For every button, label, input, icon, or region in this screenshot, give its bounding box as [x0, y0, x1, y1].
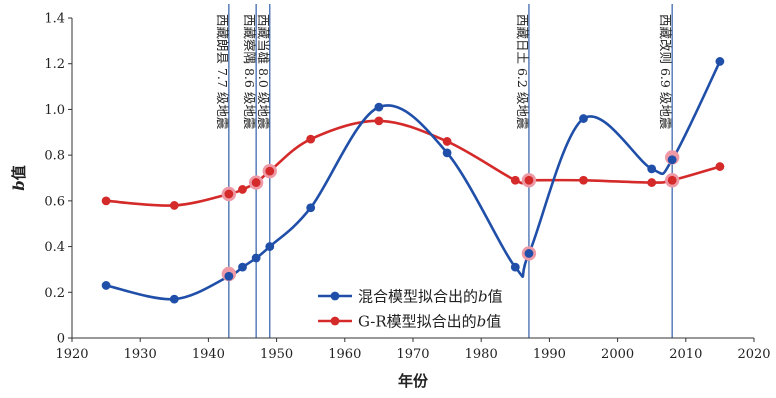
gr-model-point	[101, 196, 111, 206]
x-tick-label: 1960	[328, 347, 361, 362]
mixed-model-point	[169, 294, 179, 304]
gr-model-point	[715, 162, 725, 171]
y-tick-label: 1.4	[44, 12, 65, 27]
x-axis-title: 年份	[398, 372, 429, 390]
gr-model-point	[667, 175, 677, 185]
mixed-model-point	[715, 57, 725, 66]
mixed-model-point	[647, 164, 657, 174]
y-tick-label: 0	[57, 332, 65, 347]
mixed-model-point	[238, 262, 247, 272]
legend-label-suffix: 值	[486, 313, 501, 331]
x-tick-label: 2000	[601, 347, 634, 362]
y-axis-title-italic: b	[10, 180, 28, 191]
mixed-model-point	[251, 253, 261, 263]
y-tick-label: 0.6	[44, 194, 65, 209]
x-tick-label: 1920	[55, 347, 88, 362]
mixed-model-point	[374, 102, 384, 112]
x-tick-label: 1970	[396, 347, 429, 362]
y-tick-label: 0.2	[44, 286, 65, 301]
x-tick-label: 2020	[737, 347, 770, 362]
legend-label-suffix: 值	[488, 288, 503, 306]
gr-model-point	[265, 166, 275, 176]
y-tick-label: 1.0	[44, 103, 65, 118]
y-tick-label: 0.8	[44, 149, 65, 164]
legend-marker	[330, 316, 340, 326]
mixed-model-point	[510, 262, 520, 272]
mixed-model-point	[265, 242, 275, 251]
gr-model-point	[374, 116, 384, 126]
mixed-model-point	[442, 148, 452, 158]
x-tick-label: 1980	[465, 347, 498, 362]
gr-model-point	[169, 201, 179, 210]
gr-model-point	[524, 175, 534, 185]
gr-model-point	[442, 137, 452, 146]
x-tick-label: 2010	[669, 347, 702, 362]
y-tick-label: 1.2	[44, 57, 65, 72]
earthquake-label: 西藏改则 6.9 级地震	[658, 14, 673, 130]
mixed-model-point	[524, 249, 534, 258]
x-tick-label: 1990	[533, 347, 566, 362]
earthquake-label: 西藏当雄 8.0 级地震	[256, 14, 271, 130]
gr-model-line	[106, 119, 721, 207]
mixed-model-point	[579, 114, 588, 123]
gr-model-point	[647, 178, 657, 187]
legend-label-italic: b	[478, 288, 488, 306]
mixed-model-point	[667, 155, 677, 165]
earthquake-label: 西藏朗县 7.7 级地震	[215, 14, 230, 130]
legend-label-prefix: G-R模型拟合出的	[358, 313, 477, 331]
x-tick-label: 1950	[260, 347, 293, 362]
gr-model-point	[579, 175, 588, 185]
y-axis-title-rest: 值	[10, 165, 28, 180]
mixed-model-point	[101, 281, 111, 290]
x-tick-label: 1940	[192, 347, 225, 362]
legend-label: 混合模型拟合出的b值	[358, 288, 503, 306]
legend-label-italic: b	[477, 313, 487, 331]
y-tick-label: 0.4	[44, 240, 65, 255]
y-axis-title: b值	[10, 165, 28, 191]
gr-model-point	[238, 185, 247, 194]
mixed-model-line	[105, 60, 722, 301]
gr-model-point	[510, 175, 520, 185]
gr-model-point	[306, 134, 316, 144]
mixed-model-point	[306, 203, 316, 213]
gr-model-point	[224, 189, 234, 199]
legend-marker	[330, 291, 340, 301]
x-tick-label: 1930	[124, 347, 157, 362]
earthquake-label: 西藏日土 6.2 级地震	[515, 14, 530, 130]
legend-label-prefix: 混合模型拟合出的	[358, 288, 478, 306]
earthquake-label: 西藏察隅 8.6 级地震	[242, 14, 257, 130]
gr-model-point	[251, 178, 261, 187]
mixed-model-point	[224, 271, 234, 281]
legend-label: G-R模型拟合出的b值	[358, 313, 501, 331]
